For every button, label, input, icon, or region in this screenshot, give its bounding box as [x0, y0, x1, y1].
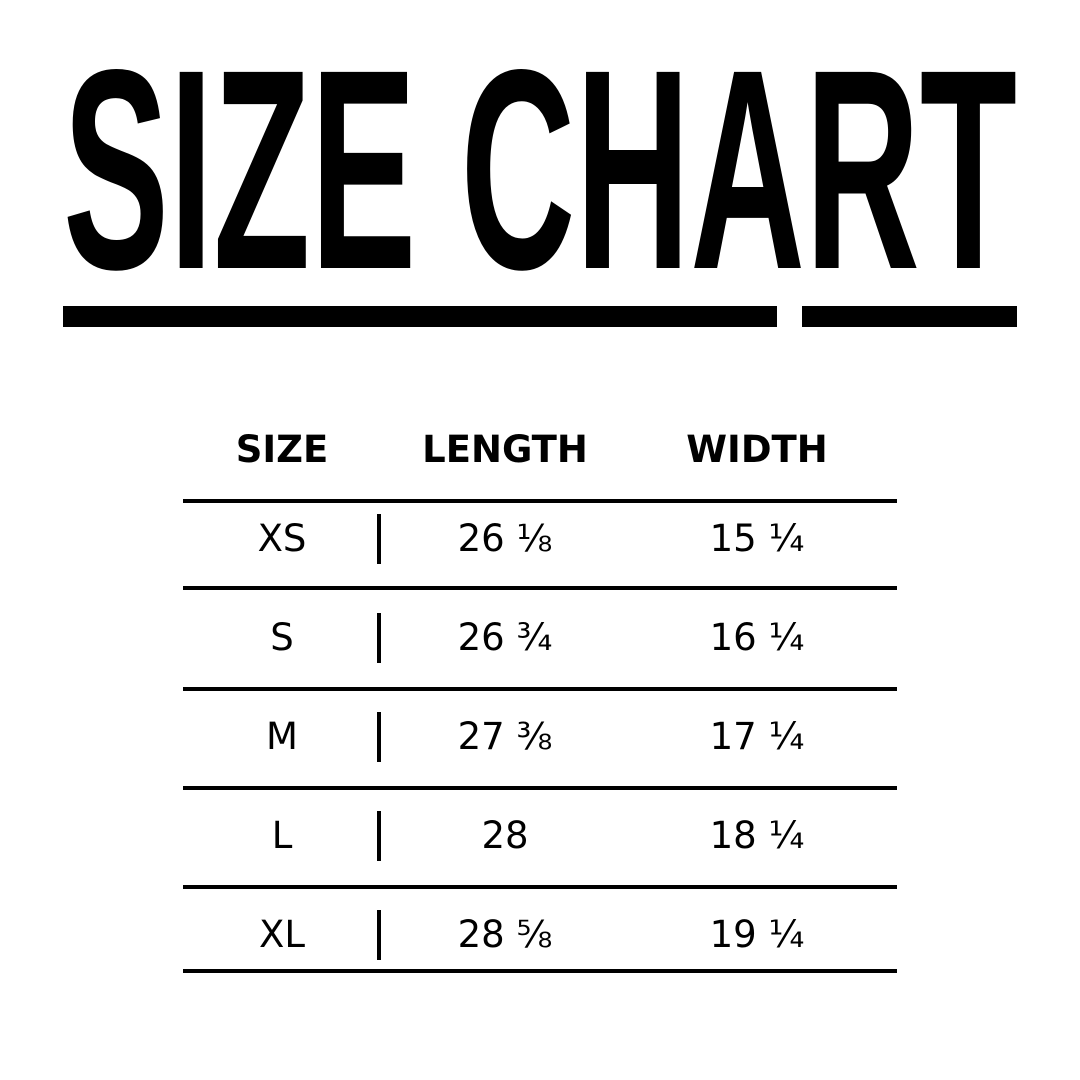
- title-underline-long: [63, 306, 777, 327]
- row-divider: [183, 969, 897, 973]
- cell-length: 28: [481, 814, 529, 857]
- title-text: SIZE CHART: [63, 11, 1017, 300]
- cell-size: S: [270, 616, 294, 659]
- cell-length: 28 ⅝: [457, 913, 553, 956]
- column-divider: [377, 910, 381, 960]
- cell-length: 26 ⅛: [457, 517, 553, 560]
- column-divider: [377, 613, 381, 663]
- cell-size: XL: [259, 913, 305, 956]
- cell-size: M: [266, 715, 298, 758]
- cell-size: XS: [257, 517, 307, 560]
- cell-width: 19 ¼: [709, 913, 805, 956]
- row-divider: [183, 786, 897, 790]
- header-length: LENGTH: [422, 428, 588, 471]
- row-divider: [183, 885, 897, 889]
- column-divider: [377, 811, 381, 861]
- cell-width: 15 ¼: [709, 517, 805, 560]
- column-divider: [377, 514, 381, 564]
- cell-width: 16 ¼: [709, 616, 805, 659]
- row-divider: [183, 586, 897, 590]
- row-divider: [183, 499, 897, 503]
- column-divider: [377, 712, 381, 762]
- header-size: SIZE: [235, 428, 329, 471]
- cell-length: 26 ¾: [457, 616, 553, 659]
- title-underline-short: [802, 306, 1017, 327]
- cell-length: 27 ⅜: [457, 715, 553, 758]
- cell-size: L: [271, 814, 293, 857]
- row-divider: [183, 687, 897, 691]
- header-width: WIDTH: [686, 428, 828, 471]
- cell-width: 17 ¼: [709, 715, 805, 758]
- page-title: SIZE CHART: [63, 11, 1017, 300]
- cell-width: 18 ¼: [709, 814, 805, 857]
